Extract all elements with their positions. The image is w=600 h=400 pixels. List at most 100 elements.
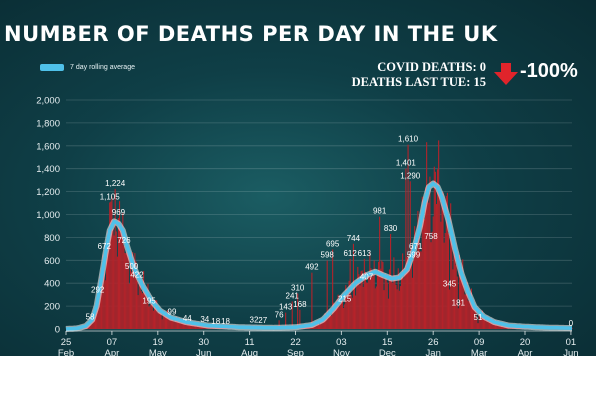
deaths-bar (500, 325, 502, 329)
deaths-bar (120, 230, 122, 329)
deaths-bar (384, 273, 386, 329)
deaths-bar (364, 272, 366, 329)
x-tick-day: 07 (107, 337, 118, 348)
deaths-bar (388, 269, 391, 329)
deaths-bar (137, 295, 139, 329)
rolling-average-line (65, 181, 573, 331)
deaths-bar (407, 144, 409, 329)
deaths-bar (374, 288, 376, 329)
deaths-bar (475, 307, 477, 329)
deaths-bar (458, 254, 460, 329)
deaths-bar (367, 282, 369, 329)
deaths-bar (349, 258, 351, 329)
deaths-bar (331, 315, 333, 329)
y-tick-label: 400 (44, 279, 60, 290)
deaths-bar (105, 258, 107, 329)
deaths-bar (489, 321, 491, 329)
deaths-bar (133, 277, 135, 329)
deaths-bar (144, 286, 146, 329)
deaths-bar (151, 297, 153, 329)
deaths-bar (492, 321, 494, 329)
deaths-bar (188, 322, 191, 329)
deaths-bar (113, 235, 115, 329)
data-label: 1,105 (100, 192, 121, 201)
data-label: 99 (168, 308, 177, 317)
x-tick-month: Dec (379, 348, 396, 356)
deaths-bar (291, 301, 293, 329)
deaths-bar (111, 196, 113, 329)
deaths-bar (149, 305, 151, 329)
y-tick-label: 1,800 (36, 118, 60, 129)
deaths-bar (323, 320, 325, 329)
chart-title: NUMBER OF DEATHS PER DAY IN THE UK (4, 22, 498, 46)
legend-swatch (40, 64, 64, 71)
deaths-bar (159, 309, 161, 329)
deaths-bar (476, 318, 478, 329)
deaths-bar (412, 260, 415, 329)
deaths-bar (469, 292, 471, 329)
deaths-bar (459, 268, 462, 329)
data-label: 143 (279, 303, 293, 312)
deaths-bar (317, 321, 319, 329)
deaths-bar (454, 249, 456, 329)
deaths-bar (92, 321, 94, 329)
deaths-bar (136, 280, 138, 329)
deaths-bar (347, 294, 349, 329)
deaths-bar (358, 274, 360, 329)
deaths-bar (393, 257, 395, 329)
data-label: 1,224 (105, 179, 126, 188)
deaths-bar (473, 303, 475, 329)
deaths-bar (157, 312, 159, 329)
x-tick-day: 01 (566, 337, 577, 348)
deaths-bar (429, 176, 431, 329)
deaths-bar (417, 210, 419, 329)
deaths-bar (135, 261, 137, 329)
data-label: 18 (221, 317, 230, 326)
deaths-bar (162, 311, 164, 329)
y-tick-label: 0 (55, 325, 60, 336)
deaths-bar (386, 282, 388, 329)
deaths-bar (181, 322, 183, 329)
deaths-bar (402, 253, 404, 329)
deaths-bar (423, 219, 426, 329)
y-tick-label: 800 (44, 233, 60, 244)
x-tick-day: 22 (290, 337, 301, 348)
deaths-bar (355, 295, 357, 329)
deaths-bar (373, 260, 375, 329)
deaths-bar (390, 233, 392, 329)
data-label: 422 (130, 271, 144, 280)
deaths-bar (416, 251, 418, 329)
deaths-bar (126, 246, 128, 329)
deaths-bar (156, 300, 158, 329)
deaths-bar (333, 302, 335, 329)
y-tick-label: 1,600 (36, 141, 60, 152)
deaths-bar (479, 312, 481, 329)
deaths-bar (106, 231, 109, 329)
deaths-bar (168, 314, 170, 329)
data-label: 27 (258, 316, 267, 325)
deaths-bar (167, 310, 169, 329)
deaths-bar (391, 276, 393, 329)
x-tick-month: Feb (58, 348, 74, 356)
deaths-bar (486, 315, 488, 329)
deaths-bar (190, 323, 192, 329)
deaths-bar (150, 303, 152, 329)
deaths-bar (425, 187, 427, 329)
deaths-bar (419, 251, 421, 329)
deaths-bar (399, 286, 401, 329)
deaths-bar (343, 307, 345, 329)
deaths-bar (375, 286, 377, 329)
deaths-bar (158, 306, 160, 329)
deaths-bar (185, 324, 187, 329)
deaths-bar (380, 268, 382, 329)
deaths-bar (146, 292, 148, 329)
deaths-bar (171, 317, 173, 329)
deaths-bar (480, 317, 482, 329)
y-tick-label: 2,000 (36, 96, 60, 107)
deaths-bar (179, 317, 181, 329)
stats-box: COVID DEATHS: 0 DEATHS LAST TUE: 15 (352, 60, 486, 90)
x-tick-month: Jun (563, 348, 578, 356)
deaths-bar (410, 257, 412, 329)
deaths-bar (129, 258, 132, 329)
chart-card: 2,000 1,800 1,600 1,400 1,200 1,000 800 600 400 2… (0, 0, 596, 356)
